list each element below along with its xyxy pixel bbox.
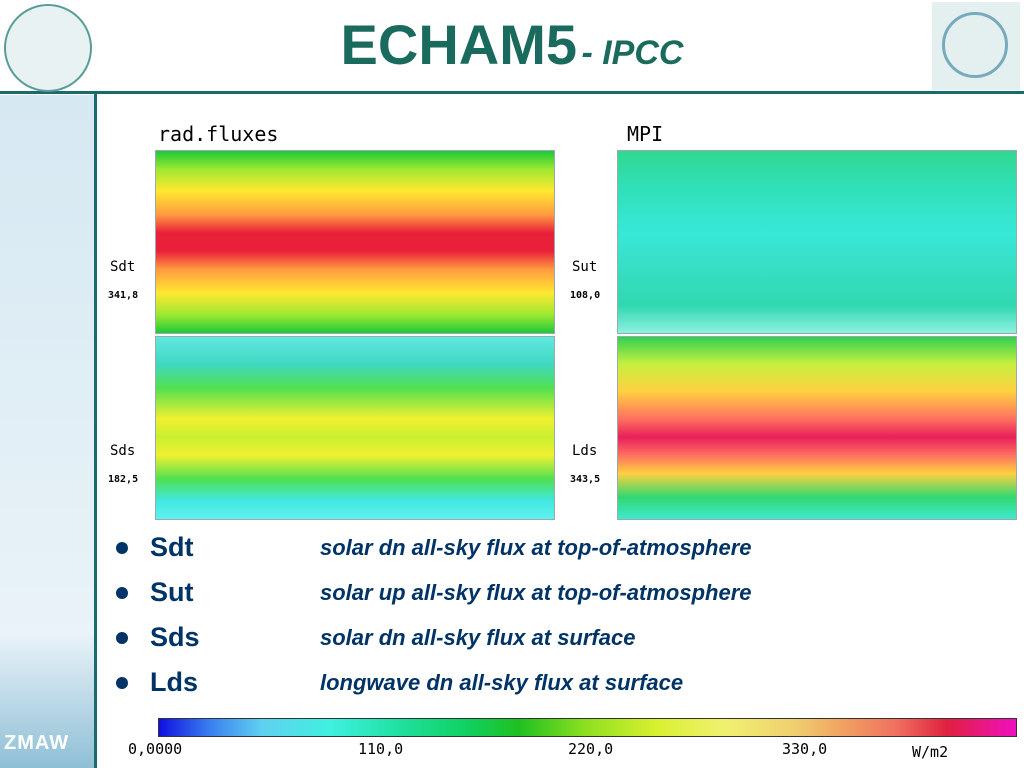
map-sut xyxy=(617,150,1017,334)
bullet-dot xyxy=(116,587,128,599)
panel-name: Lds xyxy=(572,443,598,459)
colorbar xyxy=(158,718,1017,737)
panel-name: Sdt xyxy=(110,259,136,275)
map-lds xyxy=(617,336,1017,520)
map-sds xyxy=(155,336,555,520)
bullet-term: Sut xyxy=(150,577,194,607)
subtitle-text: - IPCC xyxy=(581,34,684,72)
bullet-dot xyxy=(116,677,128,689)
bullet-dot xyxy=(116,632,128,644)
bullet-description: solar up all-sky flux at top-of-atmosphe… xyxy=(320,580,752,605)
panel-value: 108,0 xyxy=(570,290,601,301)
panel-name: Sds xyxy=(110,443,136,459)
bullet-dot xyxy=(116,542,128,554)
title-text: ECHAM5 xyxy=(340,13,577,76)
colorbar-unit: W/m2 xyxy=(912,743,949,761)
colorbar-tick: 330,0 xyxy=(782,740,828,758)
header-line xyxy=(0,91,1024,94)
panel-name: Sut xyxy=(572,259,598,275)
colorbar-tick: 110,0 xyxy=(358,740,404,758)
panel-value: 343,5 xyxy=(570,474,601,485)
title: ECHAM5 - IPCC xyxy=(0,12,1024,77)
bullet-description: solar dn all-sky flux at surface xyxy=(320,625,636,650)
panel-value: 341,8 xyxy=(108,290,139,301)
bullet-term: Sdt xyxy=(150,532,194,562)
bullet-description: longwave dn all-sky flux at surface xyxy=(320,670,684,695)
figure-title: rad.fluxes xyxy=(158,122,279,146)
map-sdt xyxy=(155,150,555,334)
panel-value: 182,5 xyxy=(108,474,139,485)
colorbar-tick: 0,0000 xyxy=(128,740,183,758)
sidebar xyxy=(0,95,94,768)
footer-logo: ZMAW xyxy=(4,732,70,754)
left-logo xyxy=(4,4,92,92)
bullet-term: Lds xyxy=(150,667,199,697)
figure-title: MPI xyxy=(627,122,664,146)
bullet-term: Sds xyxy=(150,622,200,652)
bullet-description: solar dn all-sky flux at top-of-atmosphe… xyxy=(320,535,752,560)
sidebar-line xyxy=(94,93,97,768)
colorbar-tick: 220,0 xyxy=(568,740,614,758)
right-logo xyxy=(932,2,1020,90)
